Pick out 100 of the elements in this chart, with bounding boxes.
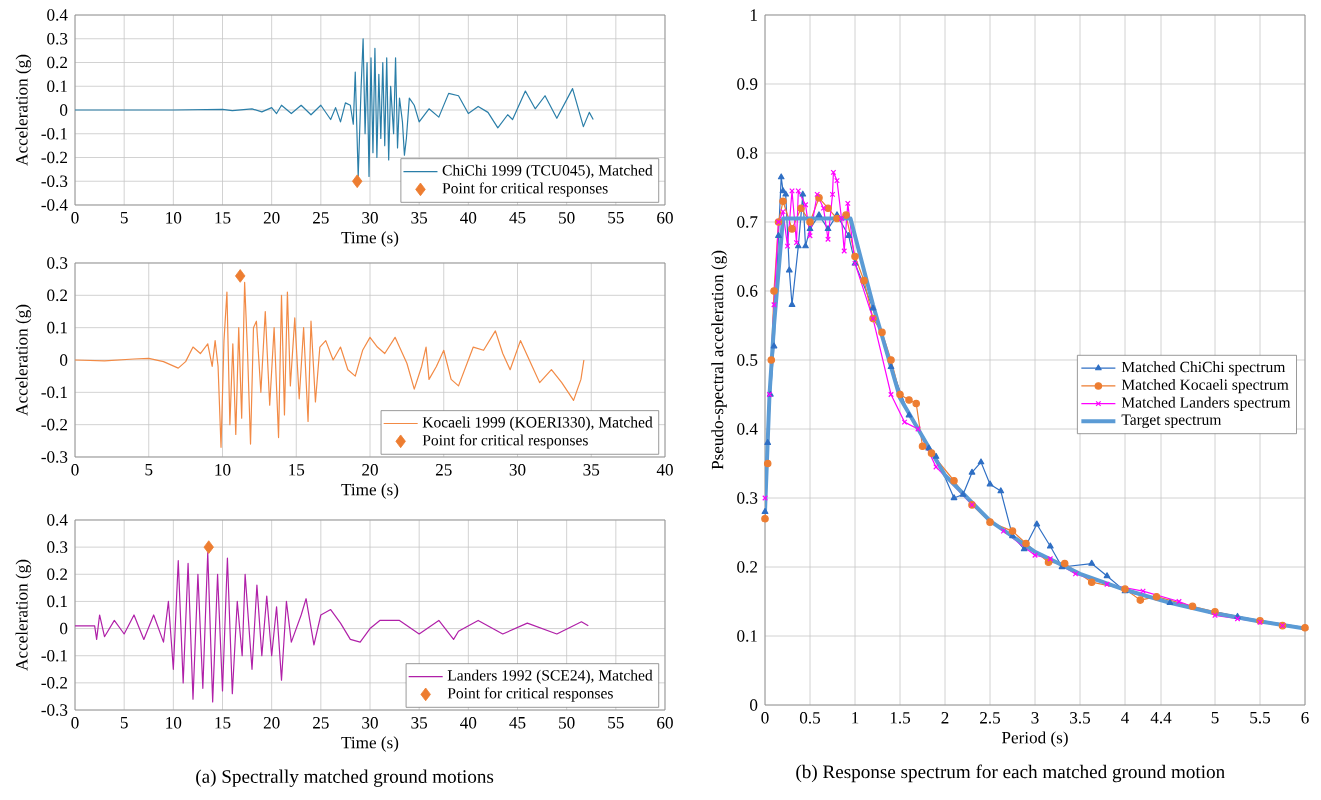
y-tick-label: 0.2 <box>47 56 68 69</box>
legend-label: Matched ChiChi spectrum <box>1121 361 1286 376</box>
x-axis-title: Period (s) <box>1001 731 1068 747</box>
legend-label: Landers 1992 (SCE24), Matched <box>447 669 653 684</box>
y-tick-label: -0.2 <box>41 418 68 431</box>
x-tick-label: 2.5 <box>980 712 1001 724</box>
legend-label: Matched Landers spectrum <box>1121 396 1291 411</box>
y-tick-label: -0.2 <box>41 677 68 689</box>
x-axis-title: Time (s) <box>341 231 399 247</box>
x-tick-label: 25 <box>313 717 329 729</box>
y-tick-label: 0.1 <box>47 80 67 93</box>
x-tick-label: 20 <box>263 717 280 729</box>
x-tick-label: 0.5 <box>799 712 821 724</box>
x-tick-label: 30 <box>362 212 378 224</box>
y-tick-label: 0.5 <box>737 354 758 366</box>
y-tick-label: 0.8 <box>737 147 758 159</box>
legend-label: Point for critical responses <box>447 687 613 702</box>
y-axis-title: Acceleration (g) <box>15 54 32 166</box>
x-tick-label: 55 <box>608 212 624 224</box>
x-tick-label: 5 <box>1211 712 1219 724</box>
x-tick-label: 40 <box>656 464 673 476</box>
x-tick-label: 45 <box>509 717 526 729</box>
x-tick-label: 15 <box>289 464 305 476</box>
y-tick-label: 0 <box>60 354 68 366</box>
x-tick-label: 0 <box>71 717 79 729</box>
x-tick-label: 0 <box>71 212 79 224</box>
legend-label: Point for critical responses <box>442 182 608 197</box>
y-tick-label: 0.9 <box>737 78 758 90</box>
y-axis-title: Pseudo-spectral acceleration (g) <box>711 250 727 470</box>
y-tick-label: -0.3 <box>41 704 68 716</box>
x-tick-label: 1 <box>852 712 859 724</box>
y-axis-title: Acceleration (g) <box>15 304 32 416</box>
y-tick-label: 0 <box>750 699 758 711</box>
y-tick-label: 0.1 <box>47 321 67 334</box>
text: (a) Spectrally matched ground motions <box>196 769 494 787</box>
y-tick-label: 0.2 <box>47 568 68 581</box>
x-tick-label: 4.4 <box>1150 712 1172 724</box>
y-tick-label: 0.3 <box>47 541 68 553</box>
x-tick-label: 25 <box>435 464 452 476</box>
x-tick-label: 20 <box>362 464 378 476</box>
x-tick-label: 5 <box>120 212 128 224</box>
x-tick-label: 10 <box>166 212 182 224</box>
y-tick-label: 1 <box>750 9 757 21</box>
x-tick-label: 60 <box>657 212 673 224</box>
x-tick-label: 5.5 <box>1250 712 1271 724</box>
y-tick-label: 0.4 <box>47 9 68 21</box>
y-tick-label: 0.2 <box>47 289 68 302</box>
y-tick-label: 0.1 <box>737 630 757 642</box>
y-tick-label: -0.3 <box>41 451 68 463</box>
x-tick-label: 15 <box>215 717 231 729</box>
x-tick-label: 5 <box>120 717 128 729</box>
y-tick-label: 0.3 <box>47 257 68 269</box>
y-tick-label: -0.1 <box>41 386 67 399</box>
y-tick-label: -0.1 <box>41 127 67 140</box>
x-tick-label: 0 <box>761 712 769 724</box>
x-tick-label: 60 <box>657 717 673 729</box>
x-tick-label: 35 <box>411 212 428 224</box>
y-tick-label: 0.3 <box>737 492 758 504</box>
x-tick-label: 55 <box>608 717 624 729</box>
x-tick-label: 6 <box>1301 712 1309 724</box>
x-tick-label: 10 <box>215 464 231 476</box>
x-tick-label: 3 <box>1031 712 1039 724</box>
x-tick-label: 10 <box>166 717 182 729</box>
x-tick-label: 4 <box>1121 712 1129 724</box>
legend-label: Matched Kocaeli spectrum <box>1121 379 1289 394</box>
legend-label: Target spectrum <box>1121 414 1222 429</box>
x-tick-label: 50 <box>559 717 575 729</box>
legend-label: Kocaeli 1999 (KOERI330), Matched <box>422 416 653 431</box>
y-axis-title: Acceleration (g) <box>15 559 32 671</box>
y-tick-label: -0.4 <box>41 199 68 211</box>
y-tick-label: -0.3 <box>41 175 68 188</box>
text: (b) Response spectrum for each matched ground motion <box>796 764 1225 783</box>
y-tick-label: 0.4 <box>47 514 68 526</box>
x-tick-label: 35 <box>583 464 600 476</box>
x-tick-label: 20 <box>263 212 280 224</box>
x-tick-label: 30 <box>362 717 378 729</box>
x-axis-title: Time (s) <box>341 736 399 752</box>
x-tick-label: 30 <box>509 464 526 476</box>
x-tick-label: 0 <box>71 464 79 476</box>
y-tick-label: 0.7 <box>737 216 758 228</box>
y-tick-label: 0.1 <box>47 595 67 608</box>
x-tick-label: 50 <box>559 212 575 224</box>
y-tick-label: 0.2 <box>737 561 758 573</box>
x-tick-label: 15 <box>215 212 231 224</box>
x-tick-label: 1.5 <box>890 712 911 724</box>
y-tick-label: -0.2 <box>41 151 68 164</box>
y-tick-label: 0.3 <box>47 32 68 45</box>
x-axis-title: Time (s) <box>341 483 399 499</box>
x-tick-label: 35 <box>411 717 428 729</box>
x-tick-label: 25 <box>313 212 329 224</box>
y-tick-label: 0 <box>60 622 68 635</box>
x-tick-label: 2 <box>941 712 949 724</box>
x-tick-label: 5 <box>145 464 153 476</box>
y-tick-label: 0.6 <box>737 285 758 297</box>
legend-label: Point for critical responses <box>422 434 588 449</box>
x-tick-label: 40 <box>460 717 477 729</box>
legend-label: ChiChi 1999 (TCU045), Matched <box>442 164 653 179</box>
y-tick-label: 0 <box>60 104 68 116</box>
x-tick-label: 40 <box>460 212 477 224</box>
y-tick-label: 0.4 <box>737 423 758 435</box>
